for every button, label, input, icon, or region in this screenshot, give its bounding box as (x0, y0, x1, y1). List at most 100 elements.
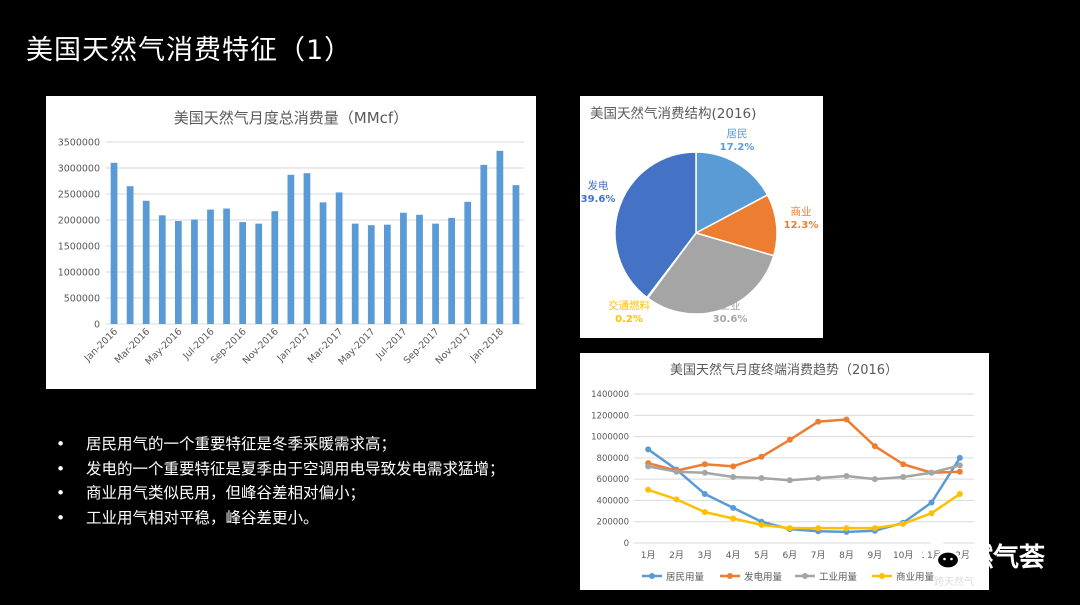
y-tick-label: 600000 (597, 475, 629, 485)
series-point (786, 525, 793, 532)
series-point (815, 525, 822, 532)
y-tick-label: 1000000 (591, 433, 629, 443)
series-point (900, 461, 907, 468)
slice-pct: 0.2% (615, 314, 643, 325)
chart-title: 美国天然气消费结构(2016) (590, 105, 756, 122)
x-tick-label: 8月 (839, 550, 854, 561)
y-tick-label: 0 (624, 539, 629, 549)
series-point (928, 469, 935, 476)
series-point (730, 515, 737, 522)
y-tick-label: 2500000 (58, 190, 100, 201)
bar (383, 224, 391, 324)
pie-slice (694, 193, 778, 257)
bar (480, 164, 488, 324)
series-point (956, 454, 963, 461)
series-point (815, 418, 822, 425)
y-tick-label: 400000 (597, 496, 629, 506)
line-chart-panel: 美国天然气月度终端消费趋势（2016） 0 200000 400000 600000 80… (580, 353, 989, 590)
pie-chart-panel: 美国天然气消费结构(2016) 居民 17.2% 商业 12.3% 工业 30.6% 交通燃料… (580, 96, 823, 338)
bar (367, 225, 375, 324)
bar (158, 215, 166, 324)
bullet-item: 发电的一个重要特征是夏季由于空调用电导致发电需求猛增； (56, 457, 505, 482)
bar (400, 212, 407, 324)
x-tick-label: 4月 (726, 550, 741, 561)
series-line (647, 418, 960, 475)
slice-pct: 17.2% (720, 142, 755, 153)
series-point (645, 463, 652, 470)
series-line (647, 448, 961, 534)
bar (416, 214, 423, 324)
bar (110, 162, 118, 324)
legend-swatch (727, 573, 733, 579)
series-point (871, 443, 878, 450)
y-tick-label: 500000 (64, 294, 100, 305)
bar (126, 186, 134, 324)
x-tick-label: 10月 (893, 550, 913, 561)
series-point (701, 509, 708, 516)
bar (223, 208, 230, 324)
x-tick-label: 6月 (782, 550, 797, 561)
bar (174, 221, 182, 324)
series-point (928, 510, 935, 517)
series-point (900, 520, 907, 527)
x-tick-label: 2月 (669, 550, 684, 561)
series-point (645, 486, 652, 493)
pie-slice (614, 151, 697, 299)
slice-label: 商业 (791, 205, 812, 218)
bar (496, 150, 504, 324)
bullet-item: 工业用气相对平稳，峰谷差更小。 (56, 506, 505, 531)
series-point (843, 472, 850, 479)
series-point (673, 468, 680, 475)
y-tick-label: 3500000 (58, 138, 100, 149)
watermark: 燃气荟 跨天然气 (922, 536, 1052, 588)
y-tick-label: 800000 (597, 454, 629, 464)
y-tick-label: 3000000 (58, 164, 100, 175)
bar (319, 202, 327, 324)
series-point (730, 463, 737, 470)
slice-label: 工业 (720, 300, 741, 312)
bullet-item: 居民用气的一个重要特征是冬季采暖需求高； (56, 432, 505, 457)
chart-title: 美国天然气月度总消费量（MMcf） (174, 109, 408, 127)
x-tick-label: 9月 (867, 550, 882, 561)
series-point (843, 525, 850, 532)
bar (335, 192, 343, 324)
x-tick-label: 11月 (921, 550, 941, 561)
bar-chart: 美国天然气月度总消费量（MMcf） 0 500000 1000000 1500000 20… (58, 109, 524, 367)
series-point (701, 461, 708, 468)
y-tick-label: 1000000 (58, 268, 100, 279)
pie-chart: 美国天然气消费结构(2016) 居民 17.2% 商业 12.3% 工业 30.6% 交通燃料… (581, 105, 819, 325)
pie-slice (695, 151, 769, 235)
slice-label: 发电 (588, 179, 609, 192)
legend-label: 发电用量 (744, 571, 783, 583)
series-point (673, 496, 680, 503)
series-point (786, 477, 793, 484)
bar (271, 211, 279, 324)
slice-pct: 12.3% (784, 220, 819, 231)
series-point (701, 491, 708, 498)
y-tick-label: 0 (94, 320, 100, 331)
series-point (758, 521, 765, 528)
bar (448, 217, 456, 324)
slice-pct: 39.6% (581, 194, 616, 205)
series-point (871, 525, 878, 532)
line-chart: 美国天然气月度终端消费趋势（2016） 0 200000 400000 600000 80… (591, 362, 974, 583)
wechat-icon (922, 541, 961, 570)
series-point (843, 416, 850, 423)
series-point (701, 469, 708, 476)
x-tick-label: 1月 (641, 550, 656, 561)
y-tick-label: 1500000 (58, 242, 100, 253)
slice-pct: 30.6% (713, 314, 748, 325)
series-point (956, 462, 963, 469)
series-point (730, 504, 737, 511)
series-point (730, 474, 737, 481)
series-point (815, 475, 822, 482)
bar-chart-panel: 美国天然气月度总消费量（MMcf） 0 500000 1000000 1500000 20… (46, 96, 536, 389)
legend-label: 居民用量 (666, 572, 705, 583)
x-tick-label: 12月 (950, 550, 970, 561)
series-line (647, 488, 961, 530)
bar (464, 201, 472, 324)
bar (287, 174, 295, 324)
x-tick-label: 7月 (811, 550, 826, 561)
bar (239, 222, 247, 324)
series-point (758, 453, 765, 460)
